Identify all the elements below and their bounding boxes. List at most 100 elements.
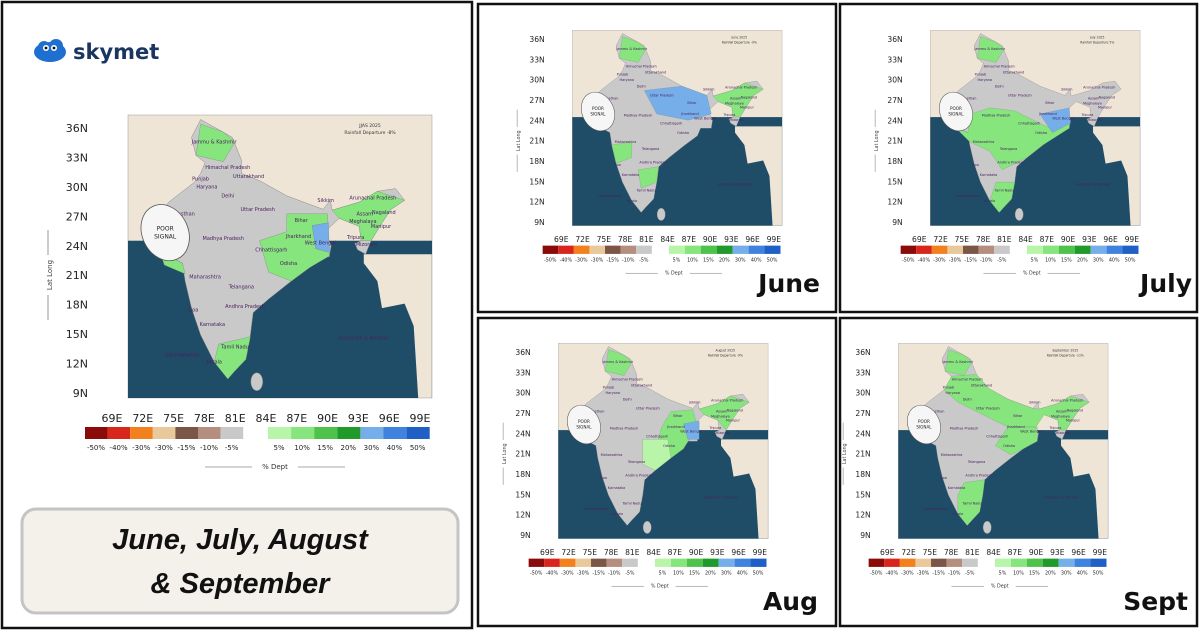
legend-swatch bbox=[130, 427, 153, 439]
legend-label: 20% bbox=[719, 258, 730, 264]
lat-tick-label: 30N bbox=[855, 389, 870, 398]
legend-swatch bbox=[963, 245, 979, 254]
legend-swatch bbox=[591, 558, 607, 567]
lat-tick-label: 36N bbox=[887, 35, 902, 44]
lat-tick-label: 24N bbox=[529, 116, 544, 125]
state-label: Himachal Pradesh bbox=[952, 378, 983, 382]
state-label: Goa bbox=[188, 308, 198, 314]
state-label: Nagaland bbox=[727, 409, 743, 413]
logo-text: skymet bbox=[73, 40, 159, 64]
lon-tick-label: 75E bbox=[955, 235, 970, 244]
month-label: June bbox=[756, 269, 820, 298]
month-label: Aug bbox=[763, 587, 818, 616]
state-label: Madhya Pradesh bbox=[624, 113, 652, 117]
legend-swatch bbox=[1058, 245, 1075, 254]
state-label: Lakshadweep bbox=[598, 194, 622, 198]
state-label: Meghalaya bbox=[725, 102, 744, 106]
state-label: Meghalaya bbox=[1051, 415, 1070, 419]
legend-swatch bbox=[748, 245, 765, 254]
lat-tick-label: 33N bbox=[66, 151, 88, 164]
state-label: Arunachal Pradesh bbox=[1083, 86, 1115, 90]
legend-swatch bbox=[406, 427, 430, 439]
legend-label: -30% bbox=[591, 258, 604, 264]
state-label: Himachal Pradesh bbox=[612, 378, 643, 382]
legend-swatch bbox=[670, 558, 687, 567]
state-label: Arunachal Pradesh bbox=[725, 86, 757, 90]
lon-tick-label: 69E bbox=[102, 412, 123, 425]
state-label: Telangana bbox=[627, 460, 645, 464]
legend-swatch bbox=[1042, 245, 1059, 254]
lat-tick-label: 18N bbox=[66, 299, 88, 312]
state-label: Kerala bbox=[206, 360, 222, 366]
map-subtitle: Rainfall Departure -9% bbox=[708, 353, 743, 357]
legend-swatch bbox=[291, 427, 315, 439]
land bbox=[721, 439, 768, 539]
state-label: Andaman & Nicobar bbox=[704, 495, 739, 499]
legend-swatch bbox=[718, 558, 735, 567]
legend-swatch bbox=[1106, 245, 1123, 254]
region bbox=[619, 36, 647, 63]
state-label: Uttarakhand bbox=[645, 71, 666, 75]
legend-label: 15% bbox=[689, 571, 700, 577]
state-label: Rajasthan bbox=[601, 97, 618, 101]
state-label: Odisha bbox=[677, 131, 689, 135]
state-label: Nagaland bbox=[1099, 96, 1115, 100]
state-label: Tripura bbox=[722, 113, 735, 117]
legend-label: -50% bbox=[87, 444, 105, 452]
legend-swatch bbox=[360, 427, 384, 439]
state-label: Chhattisgarh bbox=[255, 247, 287, 253]
state-label: Andhra Pradesh bbox=[997, 161, 1024, 165]
lat-tick-label: 9N bbox=[73, 387, 88, 400]
state-label: Uttar Pradesh bbox=[1008, 94, 1032, 98]
lon-tick-label: 96E bbox=[745, 235, 760, 244]
state-label: Goa bbox=[972, 163, 979, 167]
legend-swatch bbox=[1026, 245, 1043, 254]
axis-label: Lat Long bbox=[516, 130, 522, 151]
region bbox=[1039, 107, 1071, 133]
state-label: Goa bbox=[940, 476, 947, 480]
state-label: Manipur bbox=[1098, 105, 1113, 109]
poor-signal-label: SIGNAL bbox=[154, 234, 177, 241]
lat-tick-label: 36N bbox=[515, 348, 530, 357]
region bbox=[642, 439, 672, 471]
region bbox=[644, 85, 712, 121]
legend-label: -30% bbox=[577, 571, 590, 577]
state-label: Haryana bbox=[196, 185, 217, 191]
legend-swatch bbox=[337, 427, 361, 439]
legend-label: -15% bbox=[606, 258, 619, 264]
state-label: Telangana bbox=[967, 460, 985, 464]
sri-lanka bbox=[642, 521, 652, 534]
poor-signal-label: POOR bbox=[157, 226, 174, 233]
legend-title: % Dept bbox=[262, 463, 288, 471]
lon-tick-label: 81E bbox=[225, 412, 246, 425]
lat-tick-label: 33N bbox=[529, 55, 544, 64]
land bbox=[735, 126, 782, 226]
state-label: Sikkim bbox=[1061, 87, 1073, 91]
legend-swatch bbox=[764, 245, 781, 254]
legend-label: 30% bbox=[735, 258, 746, 264]
state-label: Odisha bbox=[1003, 444, 1015, 448]
legend-label: 5% bbox=[999, 571, 1007, 577]
legend-label: 40% bbox=[737, 571, 748, 577]
legend-label: 20% bbox=[705, 571, 716, 577]
lon-tick-label: 78E bbox=[194, 412, 215, 425]
state-label: Sikkim bbox=[1029, 400, 1041, 404]
legend-swatch bbox=[916, 245, 932, 254]
state-label: Maharashtra bbox=[601, 453, 623, 457]
land bbox=[1093, 126, 1140, 226]
legend-label: -5% bbox=[225, 444, 239, 452]
state-label: Nagaland bbox=[372, 210, 396, 216]
lon-tick-label: 96E bbox=[379, 412, 400, 425]
legend-swatch bbox=[931, 245, 948, 254]
state-label: Uttarakhand bbox=[631, 384, 652, 388]
legend-swatch bbox=[1122, 245, 1139, 254]
state-label: Manipur bbox=[740, 105, 755, 109]
poor-signal-label: SIGNAL bbox=[590, 112, 606, 117]
poor-signal-label: POOR bbox=[950, 106, 962, 111]
legend-label: -30% bbox=[901, 571, 914, 577]
lat-tick-label: 21N bbox=[66, 269, 88, 282]
legend-swatch bbox=[947, 245, 964, 254]
state-label: Assam bbox=[356, 212, 373, 218]
state-label: Arunachal Pradesh bbox=[711, 399, 743, 403]
lon-tick-label: 84E bbox=[256, 412, 277, 425]
